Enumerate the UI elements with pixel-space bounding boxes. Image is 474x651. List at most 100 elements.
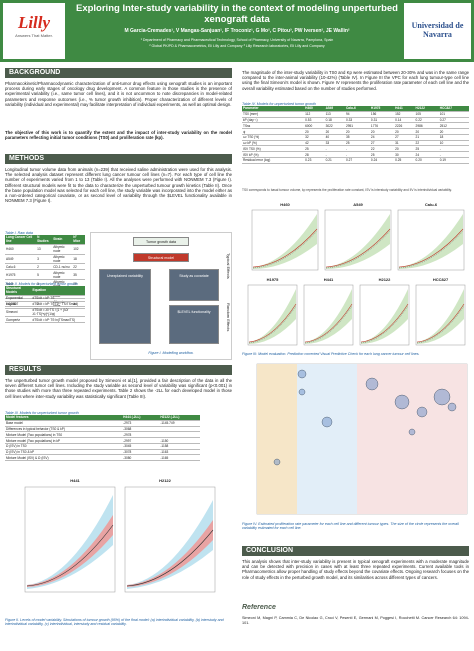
vpc-plot	[303, 284, 354, 346]
paragraph: Longitudinal tumor volume data from anim…	[5, 167, 232, 204]
line	[416, 303, 465, 343]
cell: 20	[369, 128, 395, 135]
cell: 18	[438, 134, 469, 141]
box: $LEVEL functionality	[169, 305, 219, 344]
figure-vpc: H460 A549 Calu-6 H1975 H441 H2122 HCC827	[242, 202, 469, 352]
cell: CD-1 nu/nu	[52, 263, 73, 271]
point	[394, 394, 410, 410]
line	[248, 305, 297, 344]
cell: 102	[72, 244, 85, 255]
cell: Mixture Model (Two populations) in TS0	[5, 431, 123, 439]
cell: Calu-6	[5, 263, 37, 271]
cell: 3022	[324, 122, 345, 130]
panel: A549	[323, 202, 393, 274]
band	[417, 289, 464, 344]
band	[27, 515, 113, 587]
table-caption: Table I. Raw data	[5, 231, 33, 235]
band	[399, 214, 463, 269]
cell: 0.25	[394, 157, 415, 164]
points	[273, 369, 457, 466]
row: ω² kP (%) 42 33 25 27 31 22 10	[242, 140, 469, 147]
cell: 2951	[344, 122, 370, 130]
cell: 1776	[369, 122, 395, 130]
cell: Athymic nude	[52, 269, 73, 280]
cell: 25	[344, 140, 370, 147]
cell: Logistic	[5, 301, 32, 308]
cell: 0.31	[369, 117, 395, 124]
cell: 113	[324, 111, 345, 118]
band	[249, 289, 296, 344]
panel-title: H2122	[159, 478, 171, 483]
cell: 156	[369, 111, 395, 118]
header-cell: A549	[324, 106, 345, 112]
plots	[24, 486, 216, 593]
row: A549 3 Athymic nude 18	[5, 254, 85, 265]
cell: -	[344, 145, 370, 153]
point	[273, 458, 281, 466]
vpc-plot	[247, 284, 298, 346]
cell: 0.19	[438, 157, 469, 164]
vpc-plot	[251, 209, 319, 271]
row: TS0 (mm³) 112 113 94 156 152 105 101	[242, 111, 469, 118]
cell: kP (day⁻¹)	[242, 117, 305, 124]
cell: Ω (ISV) in TS0 & kP	[5, 449, 123, 456]
objective: The objective of this work is to quantif…	[5, 130, 232, 141]
panel-title: H441	[70, 478, 80, 483]
cell: -1145.749	[159, 420, 200, 427]
cell: 35	[344, 134, 370, 141]
cell: -	[344, 151, 370, 159]
vpc-plot	[324, 209, 392, 271]
cell	[159, 426, 200, 433]
cell: 22	[72, 263, 85, 271]
cell: -3068	[122, 426, 160, 433]
panel-title: HCC827	[432, 277, 449, 282]
header-cell: Structural Models	[5, 286, 32, 296]
line	[398, 228, 464, 268]
section-heading: RESULTS	[5, 365, 232, 375]
cell: dTS/dt = kP·TS·ln(TSmax/TS)	[31, 316, 85, 323]
cell: Base model	[5, 420, 123, 427]
cell: 20	[414, 128, 439, 135]
cell: 2226	[394, 122, 415, 130]
line	[252, 228, 318, 268]
cell: -3045	[122, 443, 160, 450]
cell: 24	[414, 151, 439, 159]
cell: ψ	[242, 128, 305, 135]
authors: M Garcia-Cremades¹, V Mangas-Sanjuan¹, I…	[124, 28, 350, 34]
cell: 13	[36, 244, 53, 255]
header-cell: H2122	[414, 106, 439, 112]
cell: -	[324, 151, 345, 159]
cell: 31	[394, 140, 415, 147]
cell: 5	[36, 269, 53, 280]
cell: Mixture model (Two populations) in kP	[5, 437, 123, 444]
row: kP (day⁻¹) 0.53 0.18 0.33 0.31 0.14 0.22 0.27	[242, 117, 469, 124]
cell: 0.14	[394, 117, 415, 124]
row: Simeoni dTS/dt = λ0·TS / [1 + (λ0/λ1·TS)^…	[5, 306, 85, 318]
cell: ω² TS0 (%)	[242, 134, 305, 141]
band	[253, 214, 317, 269]
panel: H460	[250, 202, 320, 274]
header-cell: N° Mice	[72, 235, 85, 245]
cell: 20	[304, 128, 325, 135]
cell: Residual error (log)	[242, 157, 305, 164]
header-cell: Strain	[52, 235, 73, 245]
row: Calu-6 2 CD-1 nu/nu 22	[5, 263, 85, 271]
label: Random Effects	[226, 303, 231, 332]
header-row: Model features H444 (-2LL) H2122 (-2LL)	[5, 415, 200, 421]
row: Gompertz dTS/dt = kP·TS·ln(TSmax/TS)	[5, 316, 85, 323]
header-cell: H460	[304, 106, 325, 112]
cell: Differences in typical behavior (TS0 & k…	[5, 426, 123, 433]
header-cell: N Studies	[36, 235, 53, 245]
line	[126, 529, 214, 587]
panel-title: Calu-6	[424, 202, 438, 207]
cell: 105	[414, 111, 439, 118]
panel: H441	[302, 277, 355, 349]
figure-kp	[256, 363, 468, 515]
cell: -3080	[122, 454, 160, 462]
cell: Gompertz	[5, 316, 32, 323]
logo-tagline: Answers That Matter.	[15, 33, 53, 38]
header-cell: H444 (-2LL)	[122, 415, 160, 421]
band	[305, 289, 352, 344]
affiliation: ² Global PK/PD & Pharmacometrics, Eli Li…	[149, 44, 325, 48]
